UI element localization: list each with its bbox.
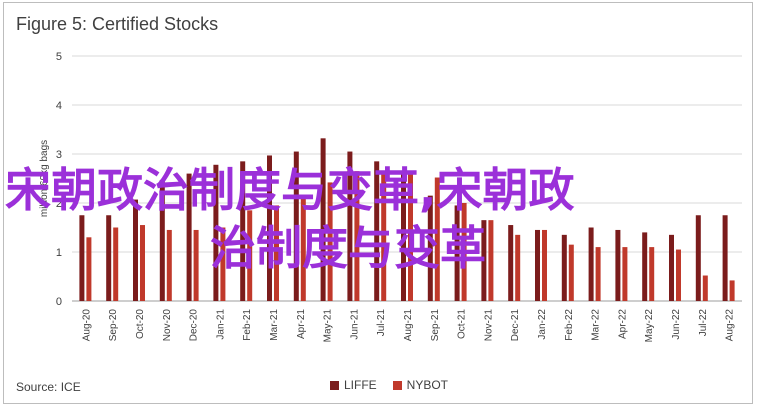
x-tick-label: May-21 <box>323 309 334 343</box>
bar-liffe <box>427 195 433 301</box>
x-tick-label: Aug-22 <box>725 309 736 342</box>
x-tick-label: Nov-21 <box>483 309 494 342</box>
bar-liffe <box>320 138 326 301</box>
bar-liffe <box>293 151 299 301</box>
legend-label-liffe: LIFFE <box>344 378 377 392</box>
bar-liffe <box>240 161 246 301</box>
bar-nybot <box>327 182 333 301</box>
x-tick-label: Sep-20 <box>108 309 119 342</box>
bar-liffe <box>454 205 460 301</box>
bar-liffe <box>401 173 406 301</box>
x-tick-label: Apr-21 <box>296 309 307 339</box>
bar-liffe <box>374 161 380 301</box>
bar-liffe <box>159 179 165 301</box>
bar-nybot <box>649 247 655 301</box>
bar-nybot <box>676 249 681 301</box>
bar-liffe <box>669 234 674 301</box>
bar-liffe <box>695 215 701 301</box>
bar-nybot <box>247 210 253 301</box>
overlay-text-line1: 宋朝政治制度与变革,宋朝政 <box>5 163 575 217</box>
chart-title: Figure 5: Certified Stocks <box>16 14 219 34</box>
bar-nybot <box>381 171 387 301</box>
bar-nybot <box>140 225 145 301</box>
x-tick-label: May-22 <box>644 309 655 343</box>
bar-nybot <box>488 220 494 301</box>
bar-nybot <box>408 173 413 301</box>
bar-liffe <box>588 227 594 301</box>
bar-nybot <box>542 229 547 301</box>
bar-liffe <box>133 199 138 301</box>
bar-liffe <box>213 164 219 301</box>
bar-liffe <box>79 215 85 301</box>
bar-nybot <box>193 229 199 301</box>
bar-nybot <box>274 205 279 301</box>
bar-nybot <box>568 244 574 301</box>
x-tick-label: Mar-22 <box>591 309 602 341</box>
bar-nybot <box>702 275 708 301</box>
bar-liffe <box>186 173 192 301</box>
bar-liffe <box>642 232 648 301</box>
legend-item-liffe: LIFFE <box>330 378 377 392</box>
bar-liffe <box>481 220 487 301</box>
bar-nybot <box>622 247 628 301</box>
x-tick-label: Jan-22 <box>537 309 548 340</box>
y-tick-label: 4 <box>56 100 62 112</box>
bar-nybot <box>595 247 601 301</box>
x-tick-label: Mar-21 <box>269 309 280 341</box>
y-axis-label: million 60kg bags <box>39 140 50 217</box>
bar-liffe <box>535 229 540 301</box>
bar-liffe <box>615 229 621 301</box>
x-tick-label: Sep-21 <box>430 309 441 342</box>
bar-nybot <box>434 177 440 301</box>
bar-liffe <box>267 155 272 301</box>
bar-nybot <box>220 227 226 301</box>
bar-liffe <box>347 151 353 301</box>
bar-liffe <box>106 215 112 301</box>
bar-nybot <box>166 229 172 301</box>
bar-liffe <box>508 225 514 301</box>
x-tick-label: Feb-21 <box>242 309 253 341</box>
y-tick-label: 5 <box>56 51 62 63</box>
bar-nybot <box>515 234 521 301</box>
x-tick-label: Dec-20 <box>189 309 200 342</box>
x-tick-label: Aug-21 <box>403 309 414 342</box>
x-tick-label: Jan-21 <box>215 309 226 340</box>
bar-nybot <box>354 171 360 301</box>
legend-item-nybot: NYBOT <box>392 378 449 392</box>
x-tick-label: Oct-21 <box>457 309 468 339</box>
y-tick-label: 1 <box>56 247 62 259</box>
x-tick-label: Jun-22 <box>671 309 682 340</box>
x-tick-label: Jul-21 <box>376 309 387 337</box>
x-tick-label: Apr-22 <box>617 309 628 339</box>
x-tick-label: Jun-21 <box>349 309 360 340</box>
overlay-text-line2: 治制度与变革 <box>210 221 486 275</box>
bar-nybot <box>729 280 735 301</box>
y-tick-label: 2 <box>56 198 62 210</box>
bar-liffe <box>561 234 567 301</box>
x-tick-label: Aug-20 <box>81 309 92 342</box>
x-tick-label: Nov-20 <box>162 309 173 342</box>
legend-swatch-nybot <box>392 380 402 390</box>
watermark-overlay: 宋朝政治制度与变革,宋朝政 治制度与变革 <box>0 150 758 275</box>
bar-nybot <box>86 237 92 301</box>
legend: LIFFE NYBOT <box>330 378 448 392</box>
x-tick-label: Dec-21 <box>510 309 521 342</box>
x-tick-label: Feb-22 <box>564 309 575 341</box>
x-tick-label: Jul-22 <box>698 309 709 337</box>
y-tick-label: 3 <box>56 149 62 161</box>
bar-nybot <box>113 227 119 301</box>
bar-liffe <box>722 215 728 301</box>
legend-label-nybot: NYBOT <box>406 378 449 392</box>
bar-nybot <box>300 195 306 301</box>
bar-nybot <box>461 203 467 301</box>
y-tick-label: 0 <box>56 296 62 308</box>
source-note: Source: ICE <box>16 380 81 394</box>
x-tick-label: Oct-20 <box>135 309 146 339</box>
legend-swatch-liffe <box>330 380 339 390</box>
